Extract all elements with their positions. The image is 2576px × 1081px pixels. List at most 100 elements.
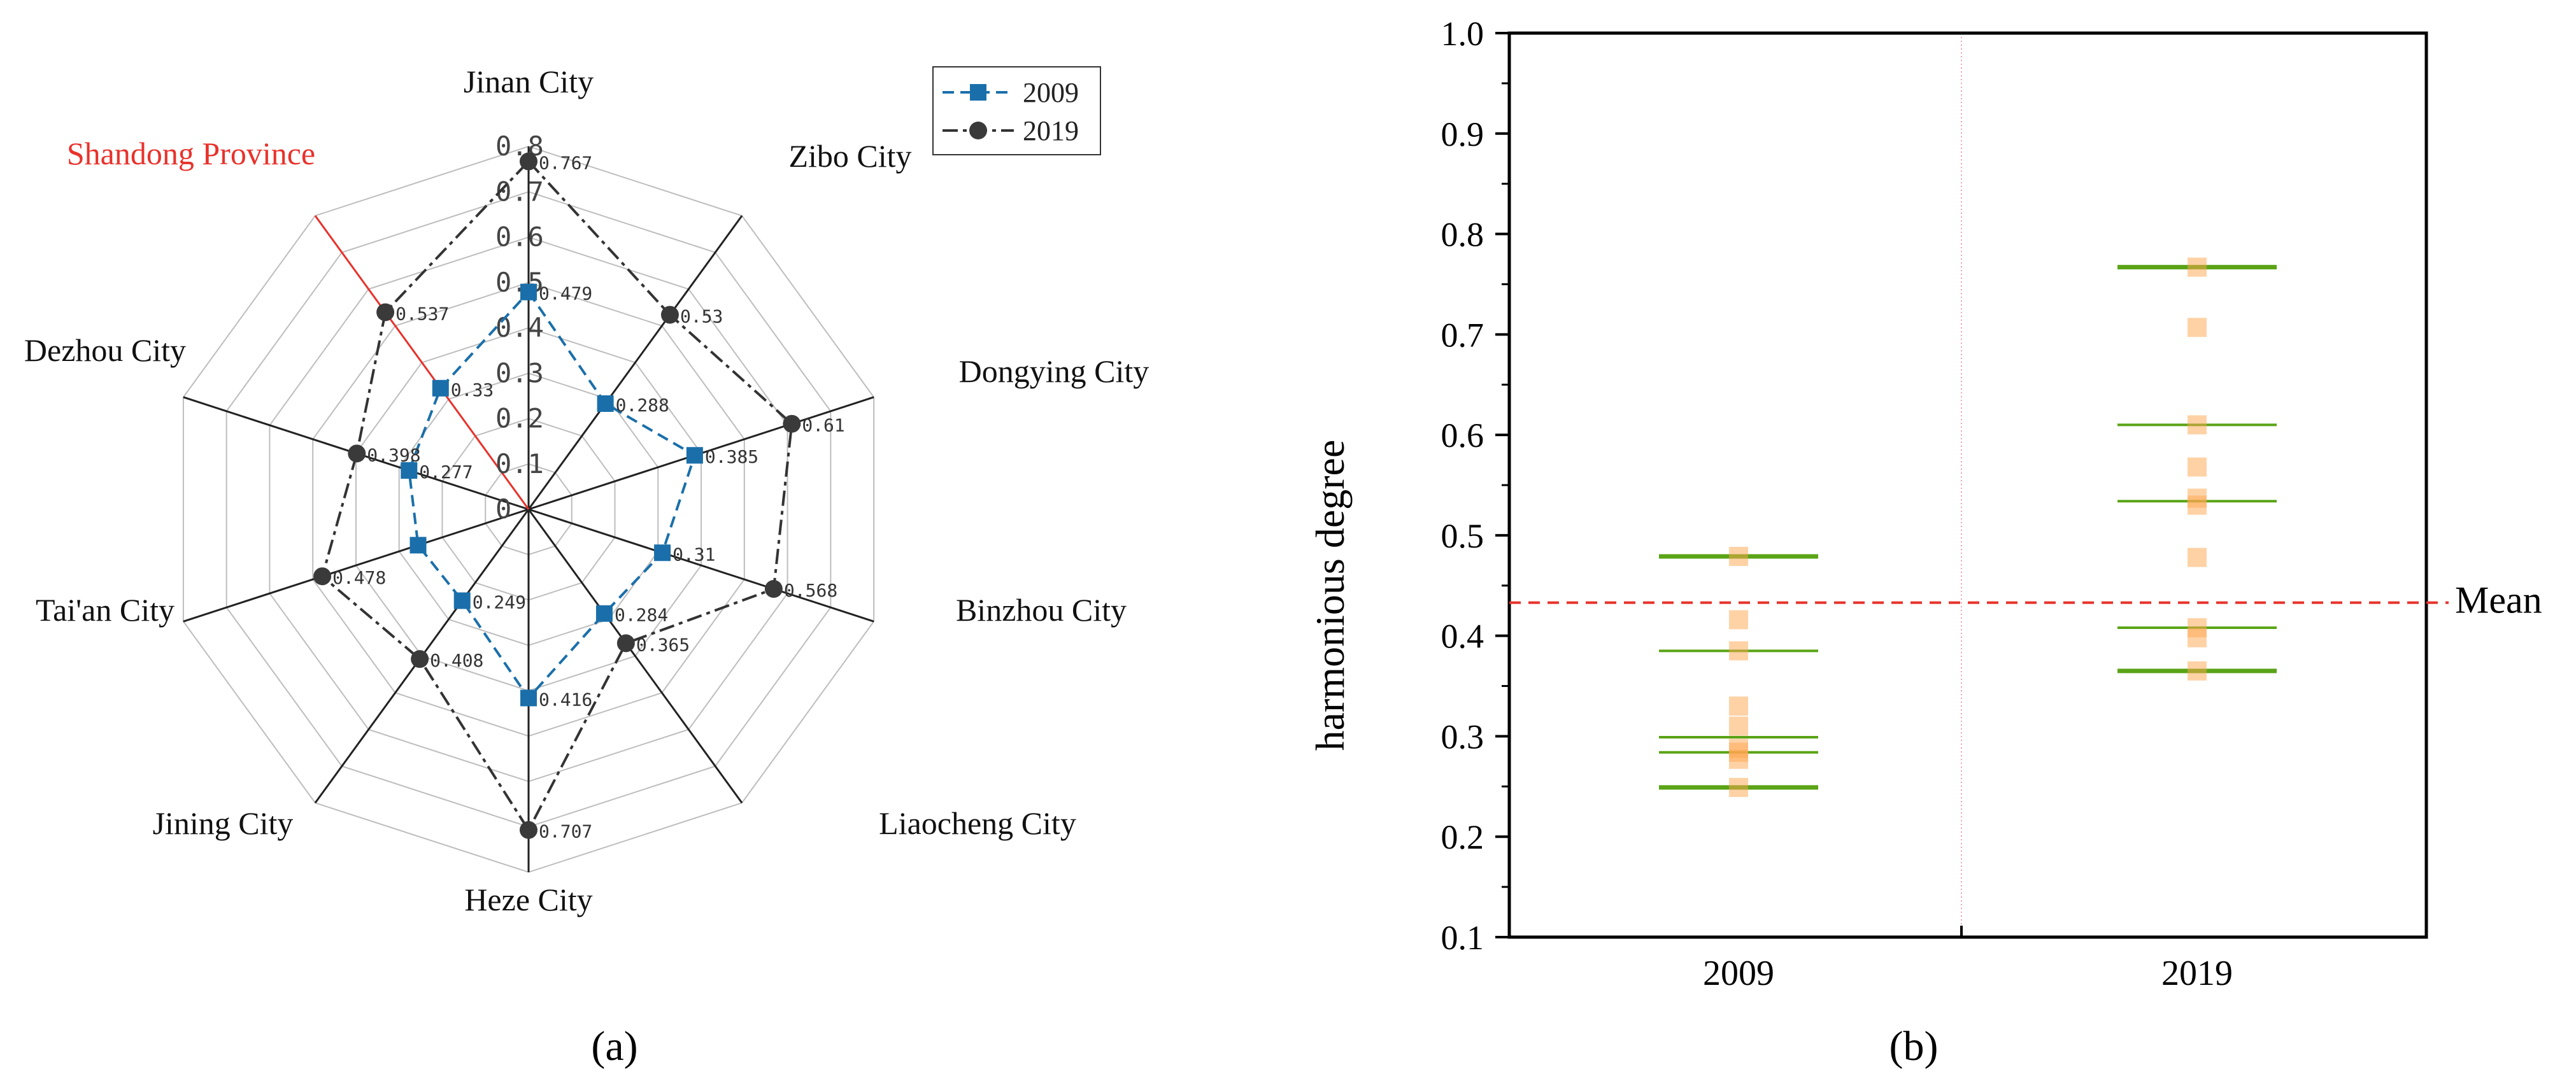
- data-point: [1729, 777, 1748, 797]
- radar-point-2019: [520, 821, 537, 839]
- plot-frame: [1507, 31, 2428, 939]
- data-point: [2188, 457, 2207, 477]
- data-point: [1729, 696, 1748, 716]
- y-tick-label: 0.4: [1441, 618, 1484, 656]
- radar-rtick-label: 0.4: [495, 312, 544, 343]
- mean-line: Mean: [1509, 579, 2542, 621]
- radar-axis-label: Shandong Province: [67, 136, 315, 171]
- y-tick-label: 0.7: [1441, 316, 1484, 354]
- data-point: [2188, 628, 2207, 647]
- radar-rtick-label: 0.7: [495, 176, 544, 207]
- radar-point-2009: [401, 462, 418, 479]
- legend-marker-2019: [969, 122, 987, 139]
- radar-spoke: [314, 215, 530, 510]
- radar-value-label: 0.33: [451, 379, 494, 400]
- radar-value-label: 0.31: [672, 544, 715, 565]
- radar-axis-label: Jining City: [153, 805, 294, 841]
- radar-point-2019: [313, 567, 332, 586]
- data-point: [2188, 661, 2207, 681]
- radar-value-label: 0.767: [539, 153, 592, 174]
- radar-spoke: [527, 509, 743, 804]
- radar-value-label: 0.61: [802, 415, 844, 436]
- data-point: [2188, 495, 2207, 515]
- radar-series-line-2019: [320, 159, 793, 833]
- radar-chart: 00.10.20.30.40.50.60.70.8 Jinan CityZibo…: [24, 64, 1149, 1070]
- radar-rtick-label: 0.3: [495, 357, 544, 388]
- radar-point-2009: [654, 544, 671, 562]
- radar-point-2019: [348, 444, 366, 463]
- radar-value-label: 0.478: [332, 567, 386, 588]
- radar-value-label: 0.53: [680, 306, 723, 327]
- radar-axis-label: Tai'an City: [36, 592, 174, 628]
- x-tick-label: 2009: [1703, 954, 1774, 993]
- radar-value-label: 0.416: [539, 689, 592, 710]
- radar-value-label: 0.398: [367, 444, 420, 465]
- radar-point-2019: [616, 634, 635, 653]
- radar-point-2019: [783, 414, 801, 433]
- radar-value-label: 0.288: [616, 395, 669, 416]
- data-point: [1729, 610, 1748, 630]
- radar-point-2009: [595, 605, 613, 622]
- radar-value-label: 0.385: [705, 446, 758, 467]
- data-point: [2188, 318, 2207, 337]
- radar-rtick-label: 0.6: [495, 222, 544, 253]
- legend-marker-2009: [970, 84, 986, 101]
- x-axis-labels: 2009 2019: [1703, 954, 2233, 993]
- radar-spoke: [527, 215, 743, 510]
- radar-point-2019: [660, 306, 679, 324]
- radar-rtick-label: 0.1: [495, 448, 544, 479]
- y-tick-label: 0.1: [1441, 919, 1484, 957]
- y-axis-label: harmonious degree: [1307, 440, 1353, 751]
- y-tick-label: 0.9: [1441, 115, 1484, 153]
- y-tick-label: 0.3: [1441, 717, 1484, 756]
- radar-axis-label: Binzhou City: [956, 592, 1127, 628]
- data-point: [2188, 257, 2207, 277]
- data-point: [2188, 415, 2207, 435]
- mean-label: Mean: [2455, 579, 2542, 621]
- radar-point-2019: [764, 580, 783, 598]
- panel-label-a: (a): [591, 1023, 637, 1070]
- radar-value-label: 0.707: [539, 821, 592, 842]
- radar-value-label: 0.365: [636, 634, 690, 655]
- y-tick-label: 0.8: [1441, 216, 1484, 254]
- data-points: [1729, 257, 2207, 797]
- radar-series: 0.4790.2880.3850.310.2840.4160.2490.2770…: [313, 152, 845, 842]
- radar-point-2009: [520, 283, 537, 300]
- data-point: [2188, 548, 2207, 567]
- radar-point-2009: [409, 537, 427, 554]
- radar-axis-label: Zibo City: [788, 138, 911, 174]
- y-axis-ticks: 0.1 0.2 0.3 0.4 0.5 0.6 0.7 0.8 0.9 1.0: [1441, 15, 1962, 957]
- panel-label-b: (b): [1889, 1023, 1939, 1070]
- radar-value-label: 0.537: [395, 303, 449, 324]
- data-point: [1729, 749, 1748, 769]
- legend: 2009 2019: [932, 66, 1101, 155]
- radar-rtick-label: 0.8: [495, 131, 544, 162]
- radar-point-2019: [376, 303, 395, 321]
- radar-value-label: 0.408: [430, 650, 483, 671]
- legend-label-2019: 2019: [1023, 115, 1079, 146]
- y-tick-label: 0.6: [1441, 416, 1484, 455]
- radar-axis-label: Dongying City: [959, 353, 1149, 389]
- y-tick-label: 0.5: [1441, 517, 1484, 555]
- radar-point-2009: [597, 395, 614, 412]
- radar-point-2009: [520, 689, 537, 707]
- radar-axis-label: Dezhou City: [24, 332, 186, 368]
- data-point: [1729, 547, 1748, 567]
- radar-value-label: 0.249: [473, 592, 526, 613]
- y-tick-label: 0.2: [1441, 818, 1484, 856]
- radar-axis-label: Heze City: [464, 882, 592, 917]
- radar-value-label: 0.277: [419, 462, 473, 483]
- radar-value-label: 0.568: [784, 580, 837, 601]
- radar-value-label: 0.479: [539, 283, 592, 304]
- radar-spoke: [528, 508, 874, 623]
- summary-lines: [1659, 265, 2277, 790]
- radar-point-2019: [520, 152, 537, 171]
- scatter-chart: 0.1 0.2 0.3 0.4 0.5 0.6 0.7 0.8 0.9 1.0 Mean 2009…: [1307, 15, 2542, 1070]
- radar-axis-label: Liaocheng City: [879, 805, 1076, 841]
- radar-rtick-label: 0: [495, 493, 511, 525]
- data-point: [1729, 641, 1748, 661]
- y-tick-label: 1.0: [1441, 15, 1484, 53]
- radar-point-2019: [411, 650, 429, 668]
- radar-point-2009: [686, 447, 703, 464]
